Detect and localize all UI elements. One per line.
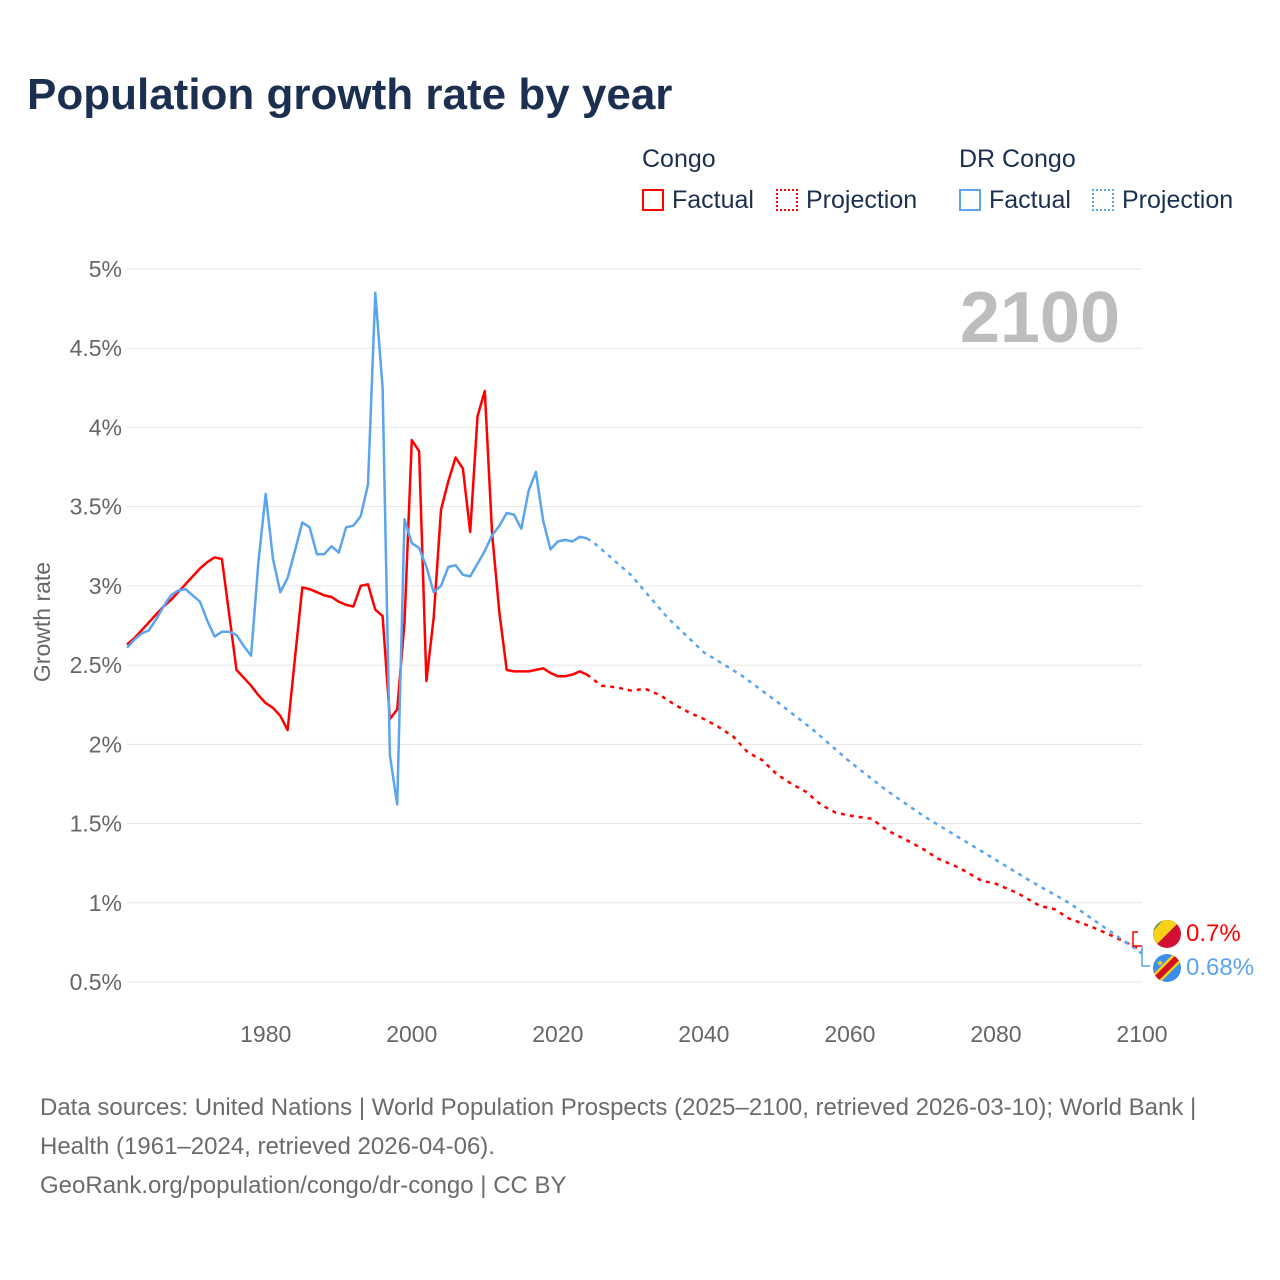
legend-drcongo-projection[interactable]: Projection [1092,186,1233,215]
y-tick-label: 3% [89,573,122,599]
legend-group-congo: Congo [642,145,716,173]
svg-text:★: ★ [1156,958,1164,968]
legend-label: Projection [806,186,918,214]
credit-link[interactable]: GeoRank.org/population/congo/dr-congo | … [40,1172,567,1199]
x-tick-label: 2040 [678,1021,729,1047]
legend-congo-factual[interactable]: Factual [642,186,754,215]
drcongo-flag-icon: ★ [1153,954,1181,982]
y-tick-label: 2% [89,731,122,757]
footer: Data sources: United Nations | World Pop… [40,1088,1240,1205]
drcongo-projection-line [586,537,1143,955]
legend-group-drcongo: DR Congo [959,145,1076,173]
congo-projection-line [586,673,1143,952]
x-tick-label: 2000 [386,1021,437,1047]
legend-label: Projection [1122,186,1234,214]
y-tick-label: 1.5% [70,811,122,837]
dotted-swatch-icon [1092,189,1114,211]
x-tick-label: 2020 [532,1021,583,1047]
drcongo-factual-line [126,291,588,806]
congo-flag-icon [1153,920,1181,948]
y-tick-label: 2.5% [70,652,122,678]
legend-label: Factual [672,186,754,214]
solid-swatch-icon [642,189,664,211]
current-year-label: 2100 [960,278,1120,358]
y-tick-label: 5% [89,256,122,282]
y-tick-label: 4% [89,414,122,440]
x-tick-label: 2060 [824,1021,875,1047]
y-tick-label: 1% [89,890,122,916]
y-tick-label: 0.5% [70,969,122,995]
x-tick-label: 2080 [970,1021,1021,1047]
x-tick-label: 2100 [1116,1021,1167,1047]
drcongo-label-connector [1141,946,1150,967]
legend-drcongo-factual[interactable]: Factual [959,186,1071,215]
congo-end-value: 0.7% [1186,920,1241,947]
chart-title: Population growth rate by year [27,70,673,119]
congo-label-connector [1132,931,1142,947]
y-tick-label: 3.5% [70,494,122,520]
dotted-swatch-icon [776,189,798,211]
y-tick-label: 4.5% [70,335,122,361]
legend-congo-projection[interactable]: Projection [776,186,917,215]
drcongo-end-value: 0.68% [1186,954,1254,981]
legend-label: Factual [989,186,1071,214]
solid-swatch-icon [959,189,981,211]
data-sources: Data sources: United Nations | World Pop… [40,1094,1197,1160]
x-tick-label: 1980 [240,1021,291,1047]
congo-factual-line [126,389,588,732]
y-axis-label: Growth rate [29,562,55,682]
